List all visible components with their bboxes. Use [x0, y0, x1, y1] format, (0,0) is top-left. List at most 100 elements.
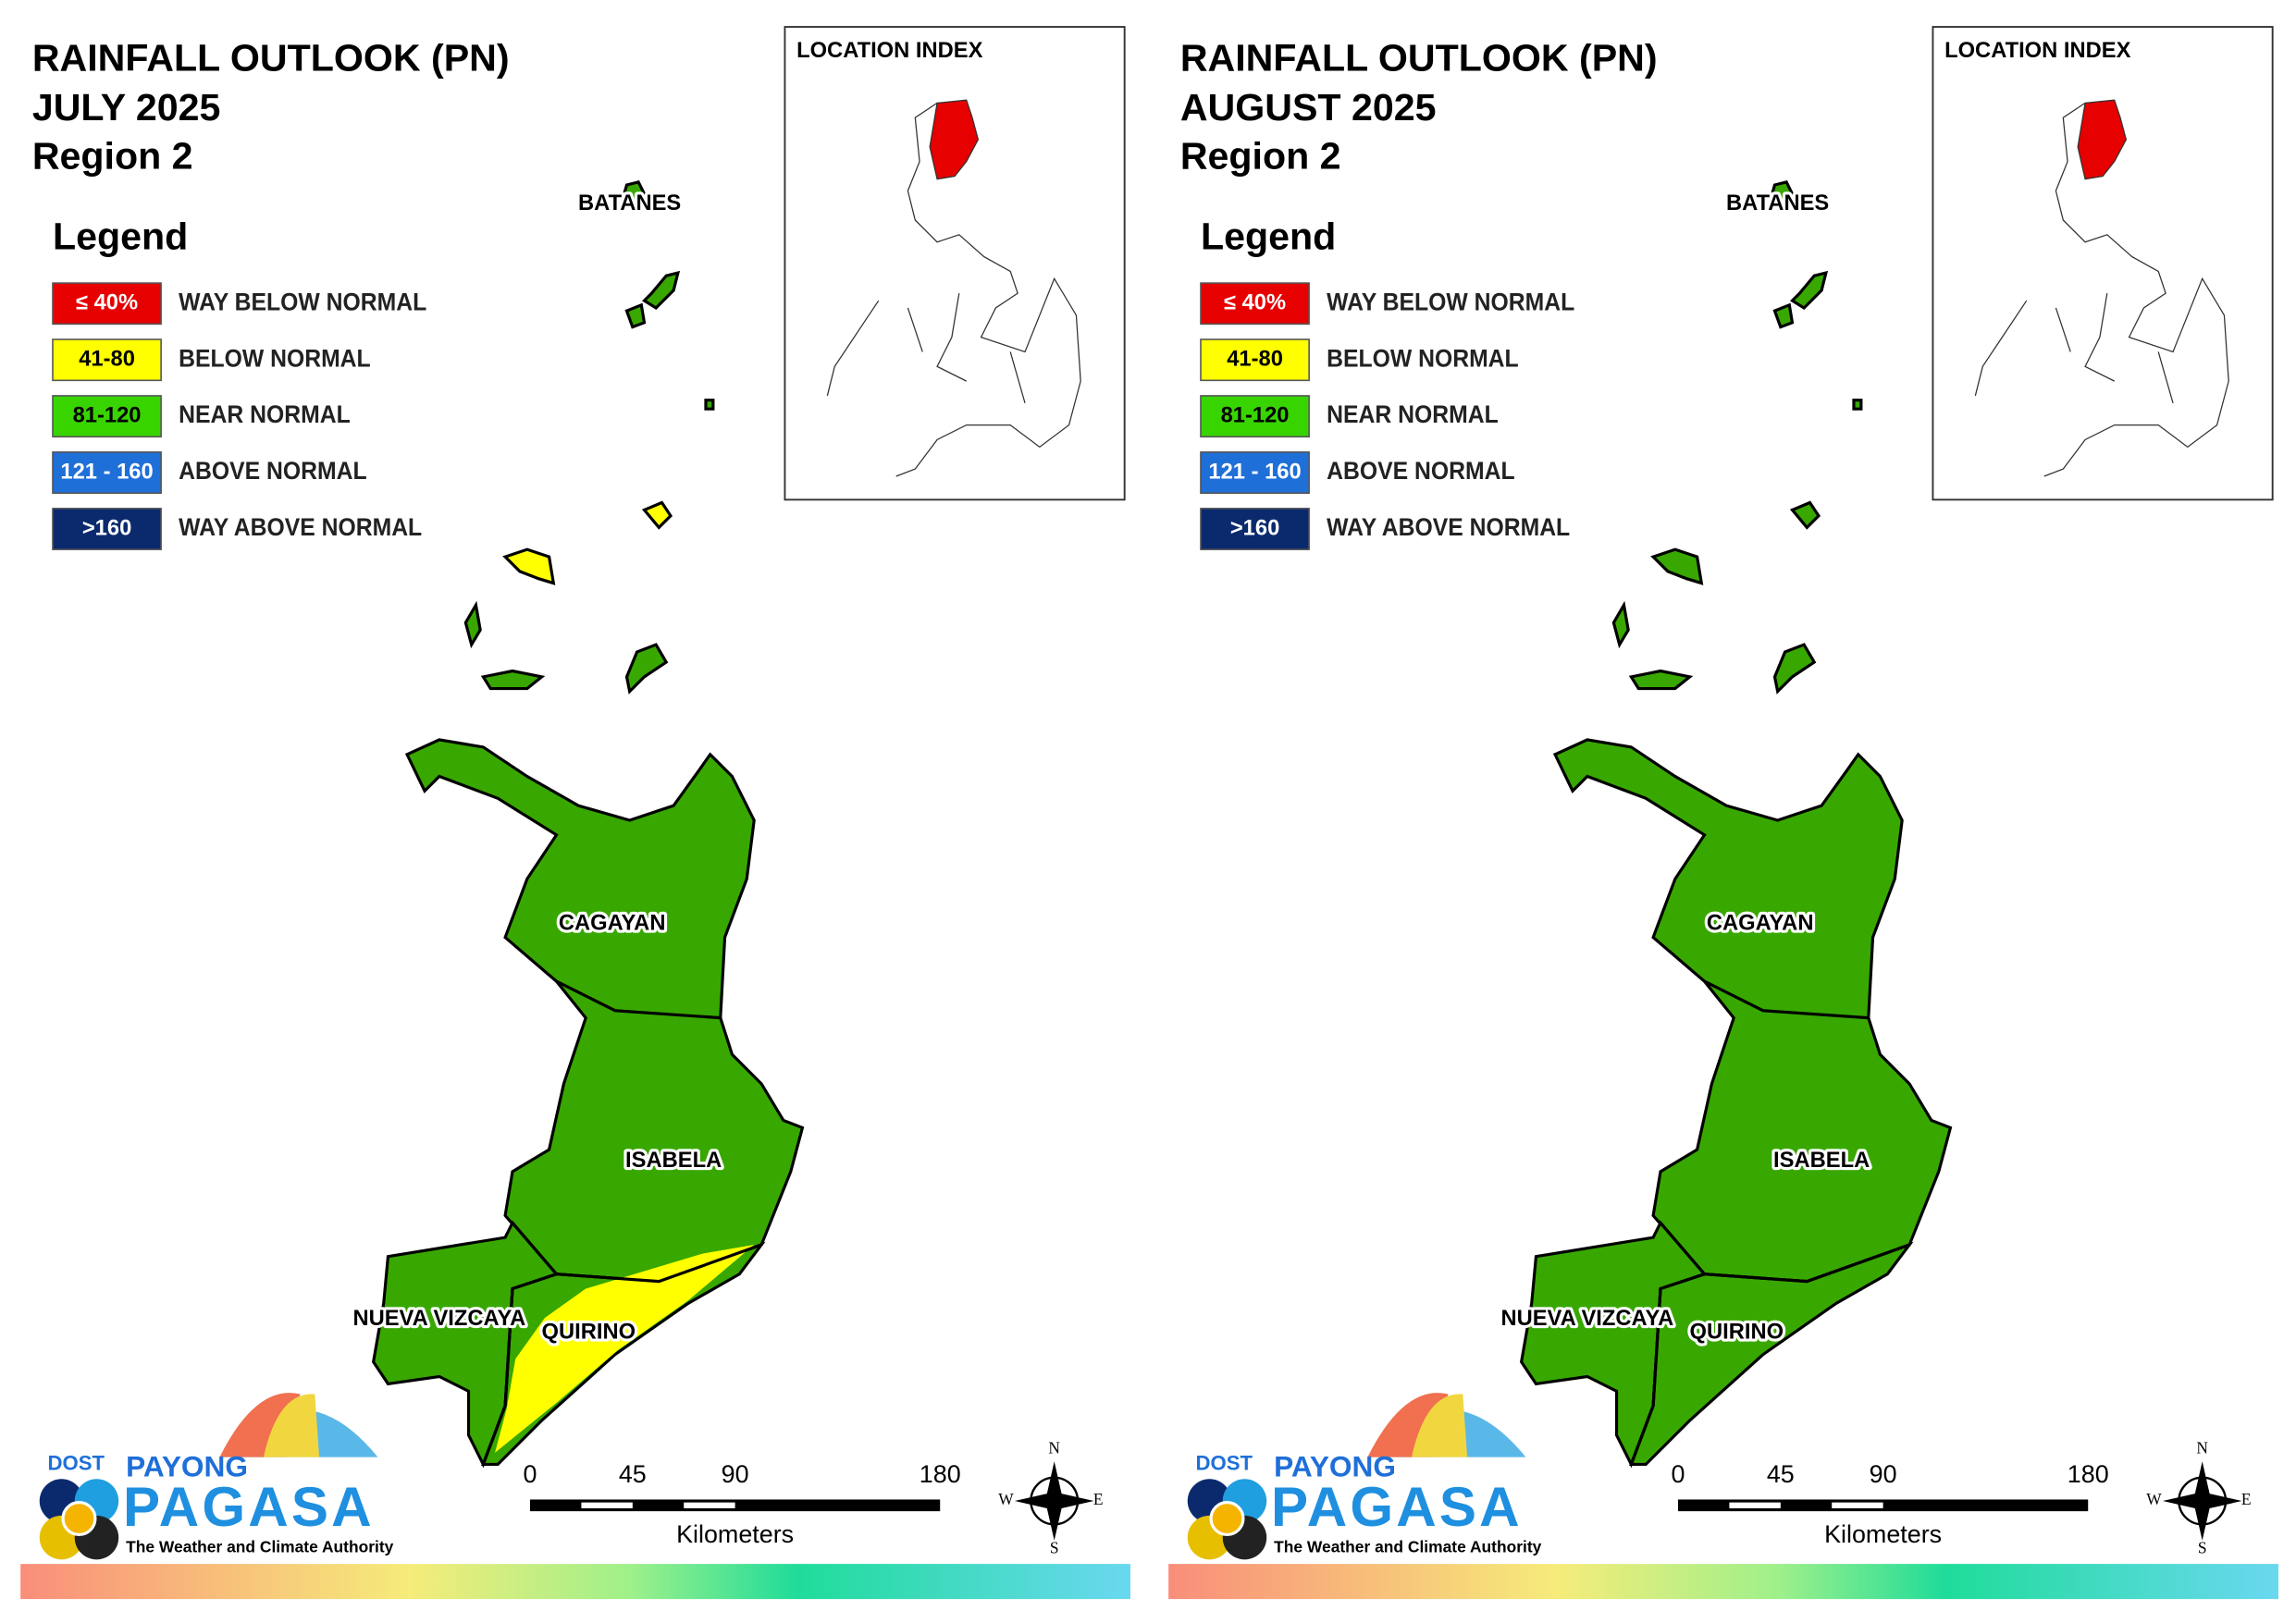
legend-swatch: [1200, 395, 1310, 438]
province-cagayan: [1552, 738, 1904, 1020]
compass-letter: W: [2146, 1490, 2162, 1508]
legend-range: >160: [82, 516, 131, 540]
province-border: [1704, 1243, 1910, 1284]
scale-gap: [684, 1502, 735, 1508]
island: [1772, 643, 1817, 695]
legend-label: ABOVE NORMAL: [1327, 458, 1514, 485]
place-label: NUEVA VIZCAYA: [352, 1307, 525, 1331]
scale-tick: 45: [619, 1460, 647, 1488]
island: [622, 180, 647, 205]
legend-swatch: [52, 508, 162, 550]
legend-label: NEAR NORMAL: [179, 401, 351, 428]
logo-name-top: PAYONG: [1274, 1450, 1396, 1483]
province-isabela: [1651, 979, 1953, 1284]
panel: RAINFALL OUTLOOK (PN) JULY 2025 Region 2 Le…: [20, 26, 1131, 1600]
compass-letter: S: [1050, 1538, 1059, 1556]
scale-tick: 180: [2068, 1460, 2109, 1488]
scale-unit: Kilometers: [1824, 1520, 1942, 1548]
legend-label: WAY ABOVE NORMAL: [1327, 514, 1570, 541]
compass-letter: E: [1093, 1490, 1104, 1508]
region: Region 2: [32, 134, 193, 177]
period: JULY 2025: [32, 86, 221, 129]
legend-swatch: [1200, 338, 1310, 382]
logo-name: PAGASA: [1271, 1476, 1523, 1538]
island: [1772, 302, 1795, 329]
legend-swatch: [1200, 451, 1310, 495]
legend-label: WAY BELOW NORMAL: [179, 289, 426, 315]
island: [463, 600, 482, 649]
island: [1789, 500, 1821, 530]
island: [1789, 270, 1829, 310]
compass-letter: N: [2196, 1439, 2208, 1457]
logo-name-top: PAYONG: [126, 1450, 248, 1483]
island: [502, 547, 556, 585]
island: [624, 302, 647, 329]
place-label: QUIRINO: [542, 1320, 636, 1344]
place-label: CAGAYAN: [1707, 912, 1814, 936]
compass-letter: E: [2241, 1490, 2252, 1508]
legend-swatch: [52, 451, 162, 495]
legend-range: 121 - 160: [1208, 460, 1301, 484]
scale-gap: [1729, 1502, 1781, 1508]
philippines-outline: [1974, 102, 2229, 477]
province-isabela: [503, 979, 805, 1284]
island: [480, 669, 546, 691]
place-label: ISABELA: [1773, 1149, 1870, 1173]
region-2-highlight: [929, 99, 980, 180]
logo-tagline: The Weather and Climate Authority: [1274, 1537, 1541, 1555]
location-index-frame: [1932, 26, 2274, 501]
province-cagayan: [404, 738, 756, 1020]
legend-title: Legend: [53, 215, 188, 257]
legend-range: ≤ 40%: [1224, 290, 1286, 314]
compass-star: [1014, 1461, 1094, 1541]
place-label: QUIRINO: [1690, 1320, 1784, 1344]
legend-label: NEAR NORMAL: [1327, 401, 1499, 428]
color-band: [20, 1564, 1131, 1600]
legend-range: 41-80: [79, 347, 135, 371]
panel: RAINFALL OUTLOOK (PN) AUGUST 2025 Region 2…: [1168, 26, 2279, 1600]
legend-range: 81-120: [73, 403, 142, 427]
logo-tagline: The Weather and Climate Authority: [126, 1537, 393, 1555]
title: RAINFALL OUTLOOK (PN): [32, 36, 510, 79]
province-border: [556, 1243, 762, 1284]
legend-range: ≤ 40%: [76, 290, 138, 314]
umbrella-mid: [263, 1394, 320, 1457]
legend-range: 41-80: [1227, 347, 1283, 371]
province-border: [481, 1222, 560, 1466]
location-index-title: LOCATION INDEX: [796, 39, 982, 63]
location-index-title: LOCATION INDEX: [1944, 39, 2130, 63]
scale-tick: 0: [524, 1460, 537, 1488]
logo-agency: DOST: [1196, 1451, 1253, 1474]
logo-name: PAGASA: [123, 1476, 375, 1538]
scale-gap: [1832, 1502, 1883, 1508]
compass-star: [2162, 1461, 2242, 1541]
legend-label: BELOW NORMAL: [1327, 345, 1519, 372]
place-label: CAGAYAN: [559, 912, 666, 936]
legend-range: >160: [1230, 516, 1279, 540]
scale-tick: 45: [1767, 1460, 1795, 1488]
legend-title: Legend: [1201, 215, 1336, 257]
island: [1852, 399, 1863, 411]
legend-range: 121 - 160: [60, 460, 153, 484]
title: RAINFALL OUTLOOK (PN): [1180, 36, 1658, 79]
province-border: [1629, 1222, 1708, 1466]
legend-swatch: [52, 338, 162, 382]
location-index-frame: [784, 26, 1126, 501]
legend-swatch: [52, 282, 162, 326]
compass-letter: W: [998, 1490, 1014, 1508]
logo-agency: DOST: [48, 1451, 105, 1474]
place-label: BATANES: [578, 191, 681, 215]
scale-tick: 90: [722, 1460, 749, 1488]
island: [624, 643, 669, 695]
umbrella-mid: [1411, 1394, 1468, 1457]
legend-label: BELOW NORMAL: [179, 345, 371, 372]
legend-swatch: [52, 395, 162, 438]
period: AUGUST 2025: [1180, 86, 1437, 129]
scale-tick: 90: [1870, 1460, 1897, 1488]
place-label: NUEVA VIZCAYA: [1500, 1307, 1673, 1331]
color-band: [1168, 1564, 2279, 1600]
scale-tick: 0: [1672, 1460, 1685, 1488]
island: [1770, 180, 1795, 205]
